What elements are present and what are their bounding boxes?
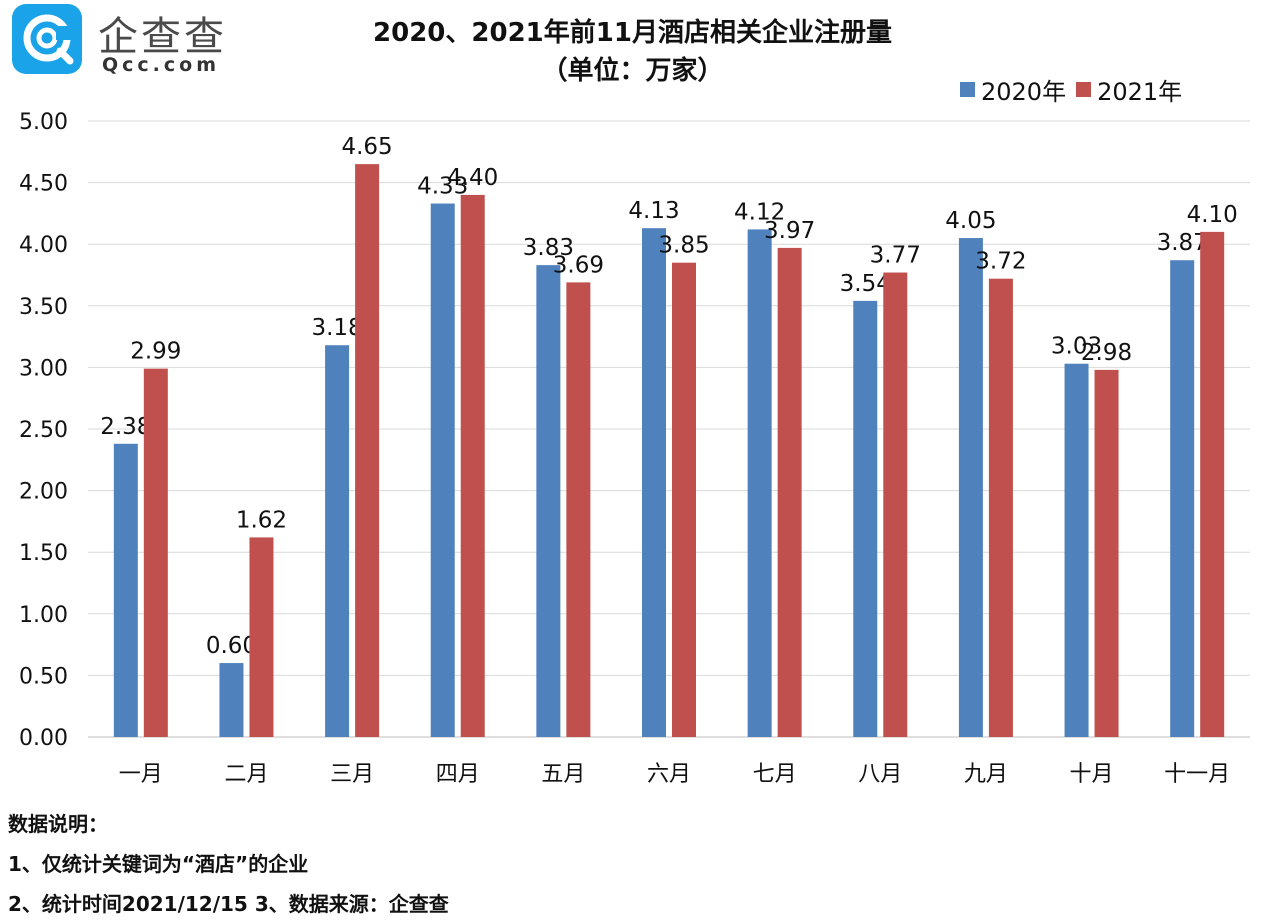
y-tick-label: 2.50	[19, 418, 68, 443]
y-tick-label: 5.00	[19, 110, 68, 135]
bar-2021	[355, 164, 380, 737]
x-tick-label: 二月	[224, 762, 268, 787]
data-label: 2.98	[1081, 340, 1132, 366]
y-tick-label: 4.00	[19, 233, 68, 258]
legend-item-2021: 2021年	[1076, 72, 1182, 107]
x-tick-label: 五月	[541, 762, 585, 787]
data-label: 3.87	[1157, 230, 1208, 256]
bar-2020	[642, 228, 666, 737]
x-tick-label: 六月	[647, 762, 691, 787]
notes-heading: 数据说明：	[8, 812, 108, 836]
x-tick-label: 八月	[858, 762, 902, 787]
data-label: 1.62	[236, 507, 287, 533]
legend-label-2021: 2021年	[1097, 78, 1183, 106]
bar-2020	[1170, 260, 1195, 737]
data-label: 4.05	[945, 208, 996, 234]
bar-2021	[777, 247, 802, 737]
data-label: 3.18	[311, 315, 362, 341]
x-tick-label: 十月	[1070, 762, 1114, 787]
data-label: 4.13	[628, 198, 679, 224]
data-label: 3.83	[523, 235, 574, 261]
bar-2021	[988, 278, 1013, 737]
bar-2021	[1200, 231, 1225, 737]
notes-line-2: 2、统计时间2021/12/15 3、数据来源：企查查	[8, 892, 449, 916]
data-label: 3.77	[870, 243, 921, 269]
bar-2020	[430, 203, 455, 737]
bar-2021	[143, 368, 168, 737]
logo-name-cn: 企查查	[98, 14, 227, 60]
notes-line-1: 1、仅统计关键词为“酒店”的企业	[8, 852, 309, 876]
bar-2020	[853, 300, 878, 737]
y-tick-label: 4.50	[19, 172, 68, 197]
y-tick-label: 1.50	[19, 541, 68, 566]
data-label: 4.33	[417, 174, 468, 200]
data-label: 3.69	[553, 252, 604, 278]
logo-badge-icon	[12, 4, 82, 74]
y-tick-label: 2.00	[19, 480, 68, 505]
bar-2020	[747, 229, 772, 737]
data-label: 3.72	[975, 249, 1026, 275]
bar-2021	[672, 262, 696, 737]
data-label: 3.03	[1051, 334, 1102, 360]
x-tick-label: 一月	[119, 762, 163, 787]
x-tick-label: 七月	[753, 762, 797, 787]
legend-swatch-2021	[1076, 82, 1092, 97]
y-tick-label: 0.50	[19, 664, 68, 689]
data-label: 4.10	[1187, 202, 1238, 228]
data-label: 0.60	[206, 633, 257, 659]
bar-chart: 0.00 0.50 1.00 1.50 2.00 2.50 3.00 3.50 4.00 4.50…	[19, 110, 1250, 787]
legend-swatch-2020	[960, 82, 975, 97]
legend-item-2020: 2020年	[960, 72, 1066, 107]
bar-2021	[249, 537, 274, 737]
x-tick-label: 十一月	[1164, 762, 1230, 787]
logo-name-en: Qcc.com	[102, 54, 221, 76]
bar-2020	[1064, 363, 1089, 737]
data-label: 2.38	[100, 414, 151, 440]
y-tick-label: 1.00	[19, 603, 68, 628]
logo: 企查查 Qcc.com	[12, 4, 227, 80]
bar-2021	[1094, 369, 1119, 737]
y-tick-label: 0.00	[19, 726, 68, 751]
data-label: 4.65	[341, 134, 392, 160]
y-tick-label: 3.00	[19, 356, 68, 381]
chart-legend: 2020年 2021年	[960, 72, 1192, 107]
bar-2021	[460, 194, 485, 738]
data-label: 3.97	[764, 218, 815, 244]
bar-2020	[536, 265, 561, 737]
x-tick-label: 三月	[330, 762, 374, 787]
bar-2020	[325, 345, 350, 737]
y-tick-label: 3.50	[19, 295, 68, 320]
chart-subtitle: （单位：万家）	[541, 56, 724, 86]
bar-2020	[219, 663, 244, 737]
bar-2020	[958, 238, 983, 738]
bar-2020	[113, 443, 138, 737]
chart-title: 2020、2021年前11月酒店相关企业注册量	[373, 18, 892, 48]
data-label: 4.12	[734, 199, 785, 225]
bar-2021	[566, 282, 591, 737]
data-label: 3.54	[840, 271, 891, 297]
legend-label-2020: 2020年	[981, 78, 1067, 106]
data-label: 2.99	[130, 339, 181, 365]
x-tick-label: 四月	[436, 762, 480, 787]
bar-2021	[883, 272, 908, 737]
x-tick-label: 九月	[964, 762, 1008, 787]
data-label: 3.85	[658, 233, 709, 259]
data-label: 4.40	[447, 165, 498, 191]
